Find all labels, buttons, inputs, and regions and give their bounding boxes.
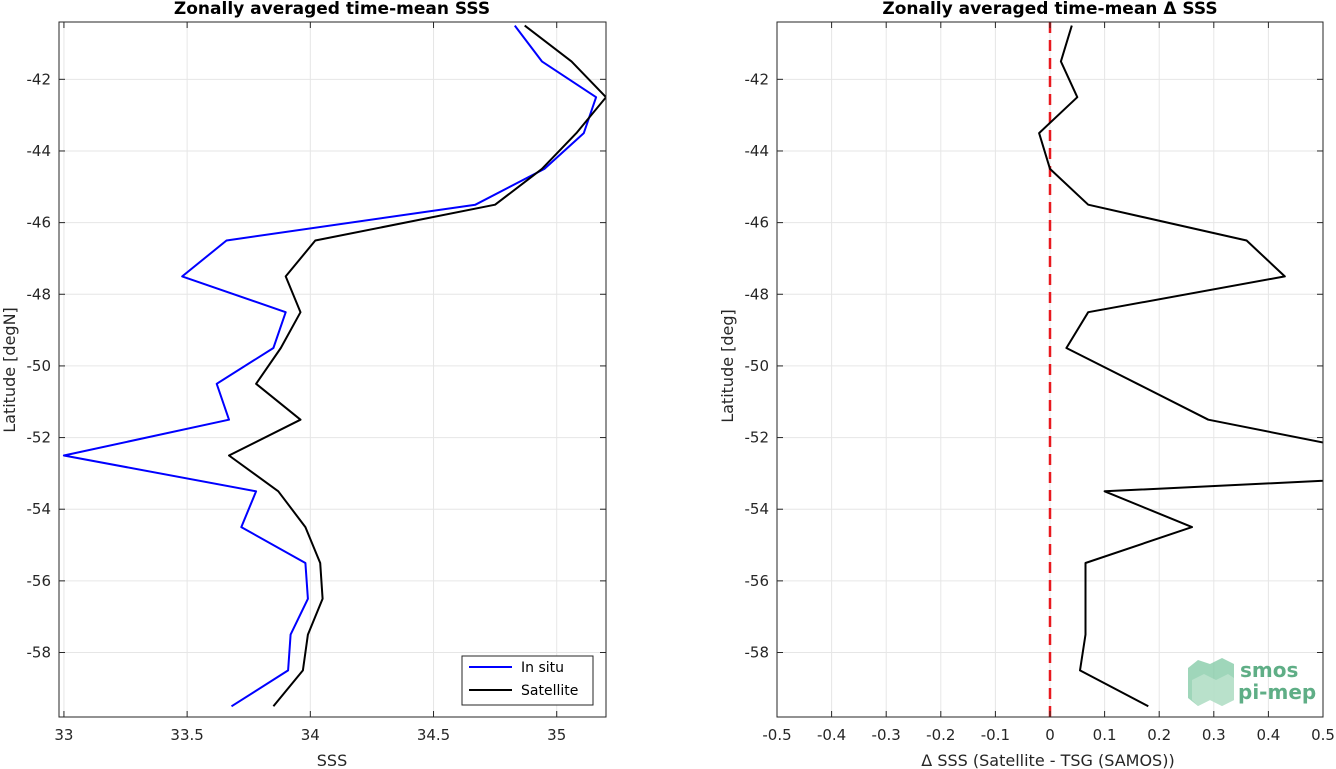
series-line-in-situ xyxy=(62,24,598,708)
left-chart-title: Zonally averaged time-mean SSS xyxy=(174,0,490,19)
x-tick-label: -0.1 xyxy=(981,726,1010,744)
plot-area xyxy=(59,22,606,717)
x-tick-label: 34.5 xyxy=(417,726,450,744)
y-tick-label: -50 xyxy=(745,357,770,375)
series-line-satellite xyxy=(228,24,606,707)
y-tick-label: -48 xyxy=(27,285,52,303)
y-tick-label: -52 xyxy=(27,429,52,447)
axes-box xyxy=(58,21,607,718)
y-tick-label: -42 xyxy=(27,70,52,88)
x-tick-label: -0.3 xyxy=(872,726,901,744)
x-tick-label: 0.5 xyxy=(1311,726,1335,744)
y-tick-label: -54 xyxy=(27,500,52,518)
legend: In situ Satellite xyxy=(461,655,594,706)
y-tick-label: -46 xyxy=(745,214,770,232)
x-tick-label: -0.2 xyxy=(926,726,955,744)
x-tick-label: 33.5 xyxy=(170,726,203,744)
y-tick-label: -44 xyxy=(27,142,52,160)
x-tick-label: 0.2 xyxy=(1147,726,1171,744)
x-tick-label: 33 xyxy=(54,726,73,744)
x-tick-label: -0.4 xyxy=(817,726,846,744)
y-tick-label: -56 xyxy=(27,572,52,590)
sss-panel: Zonally averaged time-mean SSS SSS Latit… xyxy=(0,0,607,769)
x-tick-label: 35 xyxy=(547,726,566,744)
y-tick-label: -58 xyxy=(27,644,52,662)
logo-wave-shade-icon xyxy=(1192,674,1234,706)
y-tick-label: -56 xyxy=(745,572,770,590)
series-group xyxy=(1038,25,1323,708)
x-tick-label: 0.1 xyxy=(1093,726,1117,744)
y-tick-label: -54 xyxy=(745,500,770,518)
y-tick-label: -58 xyxy=(745,644,770,662)
left-y-axis-label: Latitude [degN] xyxy=(0,307,19,433)
logo-line2: pi-mep xyxy=(1238,680,1316,704)
y-tick-label: -48 xyxy=(745,285,770,303)
delta-sss-panel: Zonally averaged time-mean Δ SSS Δ SSS (… xyxy=(718,0,1335,769)
right-chart-title: Zonally averaged time-mean Δ SSS xyxy=(882,0,1217,19)
series-group xyxy=(62,24,606,708)
right-x-axis-label: Δ SSS (Satellite - TSG (SAMOS)) xyxy=(921,751,1174,769)
logo-line1: smos xyxy=(1240,658,1298,682)
x-tick-label: 0.3 xyxy=(1202,726,1226,744)
x-tick-label: 34 xyxy=(301,726,320,744)
legend-box xyxy=(461,655,594,706)
left-x-axis-label: SSS xyxy=(317,751,347,769)
y-tick-label: -42 xyxy=(745,70,770,88)
y-tick-label: -44 xyxy=(745,142,770,160)
smos-pimep-logo: smos pi-mep xyxy=(1188,658,1316,706)
legend-label-in-situ: In situ xyxy=(521,660,564,676)
series-line-0 xyxy=(1038,25,1323,708)
x-tick-label: -0.5 xyxy=(762,726,791,744)
x-tick-label: 0 xyxy=(1045,726,1055,744)
y-tick-label: -50 xyxy=(27,357,52,375)
y-tick-label: -46 xyxy=(27,214,52,232)
x-tick-label: 0.4 xyxy=(1256,726,1280,744)
y-tick-label: -52 xyxy=(745,429,770,447)
right-y-axis-label: Latitude [deg] xyxy=(718,309,737,423)
legend-label-satellite: Satellite xyxy=(521,683,578,699)
